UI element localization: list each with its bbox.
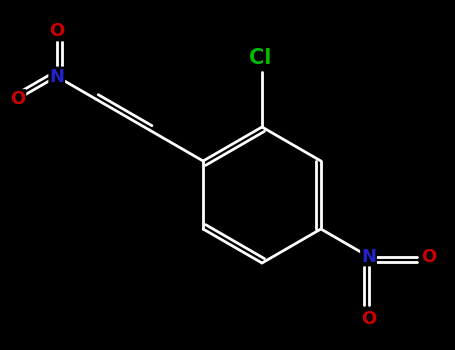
Text: O: O <box>10 90 25 108</box>
Text: O: O <box>49 22 64 41</box>
Text: O: O <box>361 309 376 328</box>
Text: N: N <box>49 68 64 85</box>
Text: Cl: Cl <box>249 48 271 68</box>
Text: N: N <box>361 247 376 266</box>
Text: O: O <box>421 247 436 266</box>
